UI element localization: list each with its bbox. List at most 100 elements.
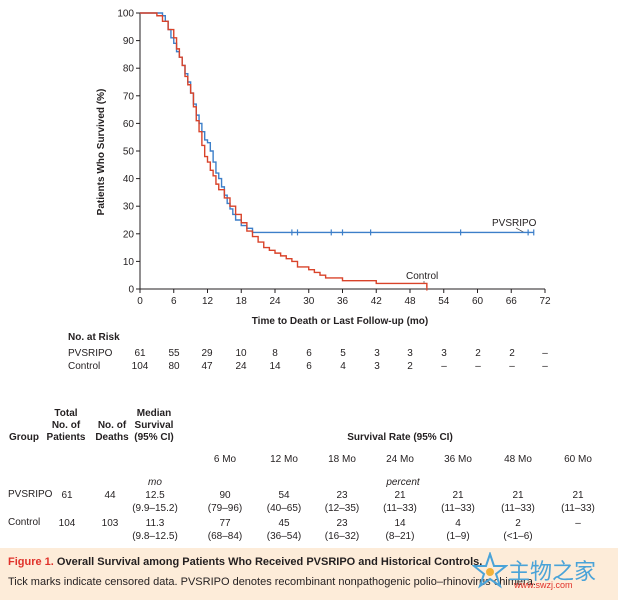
x-tick-label: 12 — [202, 296, 214, 307]
risk-table-heading: No. at Risk — [68, 332, 120, 343]
figure-label: Figure 1. — [8, 556, 54, 568]
stats-median-survival: 11.3 (9.8–12.5) — [123, 517, 187, 543]
risk-cell: – — [542, 348, 548, 359]
median-value: 11.3 — [145, 518, 165, 529]
stats-survival-rate: 45 (36–54) — [252, 517, 316, 543]
y-tick-label: 90 — [123, 36, 135, 47]
x-tick-label: 18 — [236, 296, 248, 307]
rate-ci: (11–33) — [501, 503, 535, 514]
x-tick-label: 30 — [303, 296, 315, 307]
risk-row-label: PVSRIPO — [68, 348, 113, 359]
x-axis-label: Time to Death or Last Follow-up (mo) — [252, 316, 428, 327]
x-tick-label: 42 — [371, 296, 383, 307]
star-logo-icon — [472, 552, 508, 589]
col-header-total: Total No. of Patients — [46, 408, 86, 443]
rate-value: – — [575, 518, 581, 529]
stats-survival-rate: 21 (11–33) — [426, 489, 490, 515]
rate-value: 23 — [336, 518, 348, 529]
risk-row-label: Control — [68, 361, 101, 372]
km-curve-control — [140, 12, 428, 288]
figure-caption: Figure 1. Overall Survival among Patient… — [0, 548, 618, 600]
stats-group-label: Control — [8, 517, 41, 528]
y-tick-label: 80 — [123, 64, 135, 75]
x-tick-label: 6 — [171, 296, 177, 307]
rate-ci: (12–35) — [324, 503, 360, 514]
x-tick-label: 0 — [137, 296, 143, 307]
y-tick-label: 100 — [117, 9, 134, 20]
risk-cell: 47 — [201, 361, 213, 372]
risk-cell: 6 — [306, 361, 312, 372]
x-tick-label: 36 — [337, 296, 349, 307]
rate-ci: (11–33) — [561, 503, 595, 514]
y-tick-label: 60 — [123, 119, 135, 130]
risk-cell: 5 — [340, 348, 346, 359]
risk-cell: 29 — [201, 348, 213, 359]
median-value: 12.5 — [145, 490, 165, 501]
x-tick-label: 60 — [472, 296, 484, 307]
rate-value: 21 — [394, 490, 406, 501]
risk-cell: 104 — [131, 361, 149, 372]
rate-value: 90 — [219, 490, 231, 501]
risk-cell: 6 — [306, 348, 312, 359]
stats-survival-rate: 4 (1–9) — [426, 517, 490, 543]
stats-survival-rate: 54 (40–65) — [252, 489, 316, 515]
risk-cell: 24 — [235, 361, 247, 372]
plot-series — [140, 12, 535, 291]
stats-survival-rate: 90 (79–96) — [193, 489, 257, 515]
y-tick-label: 40 — [123, 174, 135, 185]
median-ci: (9.9–15.2) — [132, 503, 178, 514]
rate-ci: (79–96) — [207, 503, 243, 514]
timepoint-header: 60 Mo — [564, 454, 592, 465]
risk-cell: 3 — [374, 348, 380, 359]
stats-deaths: 44 — [104, 490, 116, 501]
rate-ci: (<1–6) — [503, 531, 533, 542]
median-ci: (9.8–12.5) — [132, 531, 178, 542]
series-label-control: Control — [406, 271, 438, 282]
stats-total-patients: 61 — [61, 490, 73, 501]
stats-survival-rate: 23 (12–35) — [310, 489, 374, 515]
figure-title: Overall Survival among Patients Who Rece… — [56, 556, 483, 568]
rate-ci: (16–32) — [324, 531, 360, 542]
risk-cell: – — [475, 361, 481, 372]
rate-value: 45 — [278, 518, 290, 529]
stats-survival-rate: 21 (11–33) — [486, 489, 550, 515]
rate-ci: (36–54) — [266, 531, 302, 542]
unit-median: mo — [148, 477, 162, 488]
risk-cell: – — [441, 361, 447, 372]
rate-value: 21 — [452, 490, 464, 501]
rate-ci: (11–33) — [441, 503, 475, 514]
timepoint-header: 18 Mo — [328, 454, 356, 465]
stats-survival-rate: 21 (11–33) — [546, 489, 610, 515]
stats-group-label: PVSRIPO — [8, 489, 53, 500]
y-tick-label: 30 — [123, 202, 135, 213]
km-curve-pvsripo — [140, 12, 534, 234]
unit-percent: percent — [386, 477, 420, 488]
timepoint-header: 48 Mo — [504, 454, 532, 465]
risk-cell: 3 — [374, 361, 380, 372]
stats-survival-rate: 23 (16–32) — [310, 517, 374, 543]
risk-cell: 2 — [475, 348, 481, 359]
plot-axes: 0 10 20 30 40 50 60 70 80 90 100 0 6 12 18 24 30 36 42 48 54… — [117, 9, 551, 308]
rate-value: 2 — [515, 518, 521, 529]
rate-ci: (40–65) — [266, 503, 302, 514]
rate-value: 77 — [219, 518, 231, 529]
stats-deaths: 103 — [101, 518, 119, 529]
stats-median-survival: 12.5 (9.9–15.2) — [123, 489, 187, 515]
rate-value: 4 — [455, 518, 461, 529]
timepoint-header: 24 Mo — [386, 454, 414, 465]
risk-cell: 8 — [272, 348, 278, 359]
col-header-group: Group — [9, 432, 39, 443]
survival-stats-table: Group Total No. of Patients No. of Death… — [0, 400, 618, 548]
stats-survival-rate: – — [546, 517, 610, 530]
risk-cell: 3 — [407, 348, 413, 359]
rate-ci: (1–9) — [446, 531, 470, 542]
y-axis-label: Patients Who Survived (%) — [96, 89, 107, 216]
watermark-logo: 主物之家 www.swzj.com — [470, 552, 610, 596]
stats-survival-rate: 77 (68–84) — [193, 517, 257, 543]
timepoint-header: 12 Mo — [270, 454, 298, 465]
rate-value: 21 — [512, 490, 524, 501]
col-header-survival-rate: Survival Rate (95% CI) — [347, 432, 453, 443]
x-tick-label: 24 — [269, 296, 281, 307]
caption-title-line: Figure 1. Overall Survival among Patient… — [8, 556, 482, 568]
rate-value: 21 — [572, 490, 584, 501]
